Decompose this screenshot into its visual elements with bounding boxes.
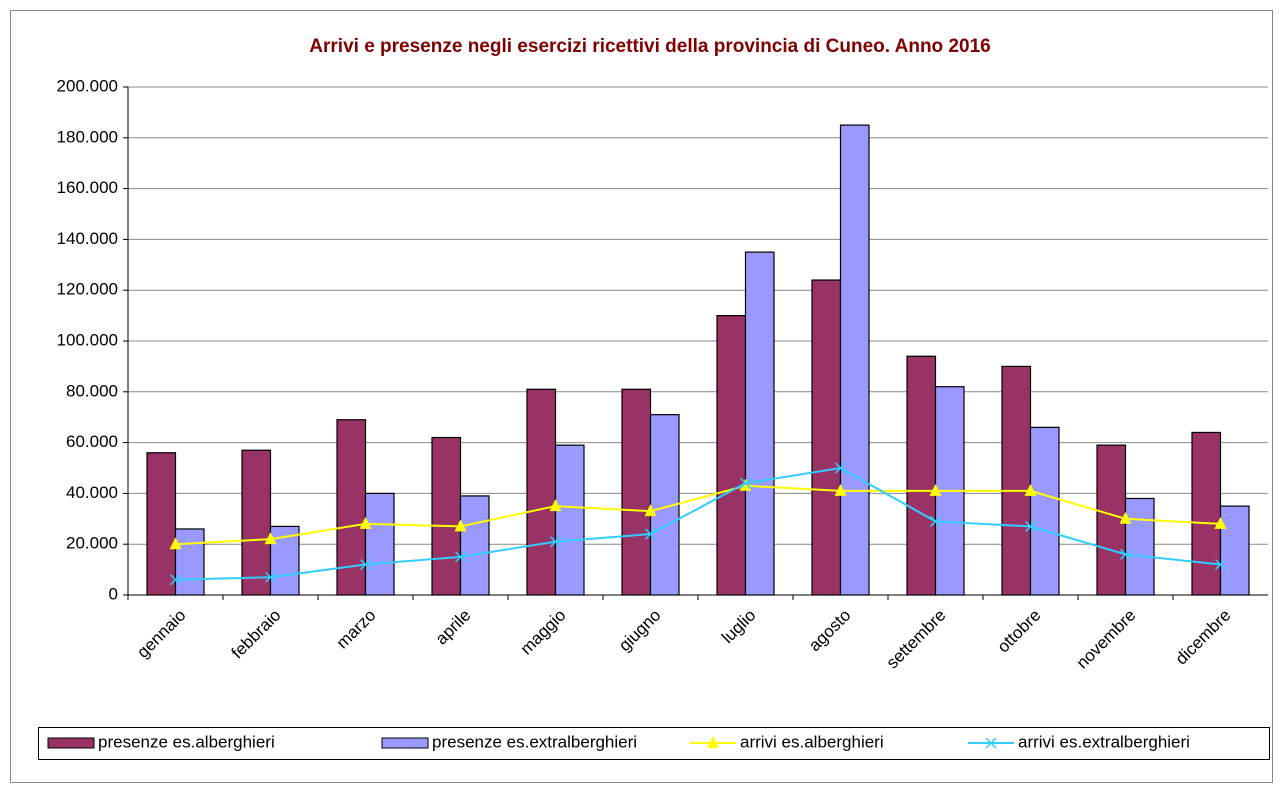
marker bbox=[549, 499, 562, 512]
legend-swatch bbox=[47, 737, 95, 749]
y-tick-label: 140.000 bbox=[57, 229, 118, 248]
legend-label: presenze es.extralberghieri bbox=[432, 732, 637, 751]
bar bbox=[364, 492, 395, 596]
legend-label: arrivi es.alberghieri bbox=[740, 732, 884, 751]
marker bbox=[707, 736, 719, 748]
marker bbox=[1119, 548, 1132, 560]
marker bbox=[985, 737, 997, 749]
bar bbox=[526, 388, 557, 596]
bar bbox=[839, 124, 870, 596]
marker bbox=[739, 478, 752, 491]
marker bbox=[359, 558, 372, 571]
bar bbox=[1029, 426, 1060, 596]
bar bbox=[811, 279, 842, 596]
y-tick-label: 120.000 bbox=[57, 280, 118, 299]
y-tick-label: 60.000 bbox=[66, 432, 118, 451]
bar bbox=[744, 251, 775, 596]
marker bbox=[359, 516, 372, 529]
bar bbox=[716, 315, 747, 596]
bar bbox=[431, 436, 462, 596]
marker bbox=[644, 528, 657, 540]
legend-label: presenze es.alberghieri bbox=[98, 732, 275, 751]
bar bbox=[1001, 365, 1032, 596]
chart-title: Arrivi e presenze negli esercizi ricetti… bbox=[309, 36, 990, 57]
marker bbox=[929, 515, 942, 527]
y-tick-label: 80.000 bbox=[66, 381, 118, 400]
marker bbox=[1214, 516, 1227, 529]
bar bbox=[459, 495, 490, 596]
y-tick-label: 160.000 bbox=[57, 178, 118, 197]
bar bbox=[621, 388, 652, 596]
y-tick-label: 180.000 bbox=[57, 127, 118, 146]
legend-box bbox=[38, 727, 1270, 760]
marker bbox=[929, 483, 942, 496]
marker bbox=[264, 571, 277, 583]
bar bbox=[906, 355, 937, 596]
marker bbox=[169, 574, 182, 586]
marker bbox=[169, 537, 182, 550]
marker bbox=[454, 551, 467, 563]
legend-swatch bbox=[381, 737, 429, 749]
marker bbox=[834, 483, 847, 496]
bar bbox=[554, 444, 585, 596]
bar bbox=[1219, 505, 1250, 596]
line bbox=[175, 466, 1221, 581]
y-tick-label: 200.000 bbox=[57, 76, 118, 95]
bar bbox=[146, 452, 177, 596]
marker bbox=[264, 532, 277, 545]
bar bbox=[1096, 444, 1127, 596]
line bbox=[175, 484, 1221, 546]
marker bbox=[644, 504, 657, 517]
marker bbox=[739, 477, 752, 489]
bar bbox=[1124, 497, 1155, 596]
marker bbox=[1119, 511, 1132, 524]
bar bbox=[1191, 431, 1222, 596]
marker bbox=[1214, 558, 1227, 571]
marker bbox=[1024, 520, 1037, 532]
y-tick-label: 100.000 bbox=[57, 330, 118, 349]
y-tick-label: 20.000 bbox=[66, 534, 118, 553]
marker bbox=[454, 519, 467, 532]
legend-label: arrivi es.extralberghieri bbox=[1018, 732, 1190, 751]
marker bbox=[1024, 483, 1037, 496]
y-tick-label: 40.000 bbox=[66, 483, 118, 502]
marker bbox=[549, 536, 562, 548]
y-tick-label: 0 bbox=[109, 584, 118, 603]
marker bbox=[834, 462, 847, 474]
bar bbox=[241, 449, 272, 596]
